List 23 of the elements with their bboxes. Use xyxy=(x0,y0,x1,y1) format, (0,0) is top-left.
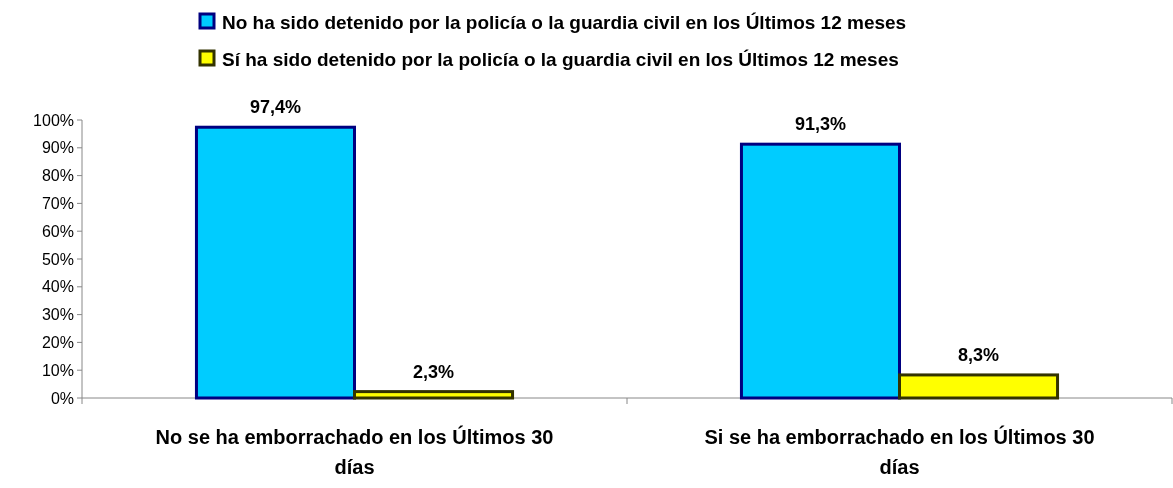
x-tick-label: Si se ha emborrachado en los Últimos 30 días xyxy=(704,425,1095,478)
data-label: 97,4% xyxy=(249,97,301,118)
bar xyxy=(194,125,356,400)
data-label: 8,3% xyxy=(958,344,1000,365)
y-tick-label: 100% xyxy=(33,111,74,129)
bar xyxy=(739,142,901,400)
x-tick-label: No se ha emborrachado en los Últimos 30 días xyxy=(155,425,554,478)
data-label: 2,3% xyxy=(413,361,455,382)
y-tick-label: 60% xyxy=(41,222,74,240)
y-tick-label: 20% xyxy=(41,334,74,351)
y-tick-label: 40% xyxy=(41,278,74,296)
y-tick-label: 90% xyxy=(41,139,74,157)
y-tick-label: 10% xyxy=(41,361,74,379)
bar xyxy=(353,390,515,400)
y-tick-label: 80% xyxy=(41,167,74,185)
legend-label: No ha sido detenido por la policía o la guardia civil en los Últimos 12 meses xyxy=(222,11,907,33)
legend-label: Sí ha sido detenido por la policía o la guardia civil en los Últimos 12 meses xyxy=(222,48,899,70)
y-tick-label: 70% xyxy=(41,195,74,212)
bar xyxy=(898,373,1060,400)
y-tick-label: 0% xyxy=(50,389,74,407)
y-tick-label: 30% xyxy=(41,306,74,324)
y-tick-label: 50% xyxy=(41,250,74,268)
data-label: 91,3% xyxy=(794,114,846,135)
